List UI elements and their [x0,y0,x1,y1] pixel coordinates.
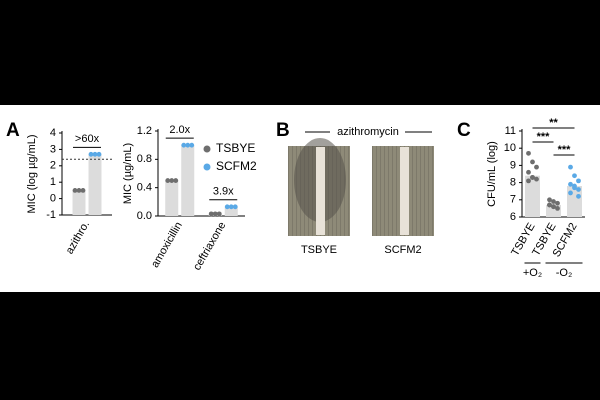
y-tick-label: 4 [50,127,56,139]
panel-label: A [6,120,20,141]
dot [185,142,191,148]
y-tick-label: 2 [50,160,56,172]
dot [228,204,234,210]
point [568,190,573,196]
point [576,193,581,199]
y-tick-label: 6 [510,211,516,223]
dot [208,211,214,217]
y-tick-label: 0 [50,193,56,205]
point [555,206,560,211]
annotation: 2.0x [169,124,190,136]
y-tick-label: 8 [510,177,516,189]
y-axis-label: MIC (log µg/mL) [26,134,38,213]
dot [212,211,218,217]
y-tick-label: 0.4 [137,182,152,194]
significance-label: *** [537,131,551,143]
point [551,199,556,204]
point [526,169,531,175]
significance-label: *** [558,144,572,156]
point [530,175,535,180]
y-tick-label: 11 [505,125,516,137]
point [534,164,539,170]
dot [216,211,222,217]
y-axis-label: CFU/mL (log) [486,141,498,207]
bar [165,180,179,216]
point [568,181,573,187]
y-tick-label: 1.2 [137,125,152,137]
dot [181,142,187,148]
panel-title: azithromycin [337,126,399,138]
point [555,200,560,206]
etest-strip [316,147,325,235]
group-label: -O₂ [556,267,573,279]
dot [88,151,94,157]
annotation: >60x [75,133,100,145]
point [572,173,577,179]
legend-marker [203,145,211,153]
dot [80,188,86,193]
group-label: +O₂ [523,267,542,279]
point [568,164,573,170]
annotation: 3.9x [213,186,234,198]
point [534,176,539,182]
legend-label: TSBYE [216,141,255,155]
dot [96,151,102,157]
panel-label: B [276,120,290,141]
bar [88,154,102,215]
point [526,178,531,184]
etest-strip [400,147,409,235]
panel-b: azithromycin TSBYE SCFM2 [288,126,434,256]
dot [92,151,98,157]
y-tick-label: 9 [510,159,516,171]
significance-label: ** [549,117,558,129]
bar [224,206,238,216]
y-tick-label: 10 [504,142,516,154]
dot [72,188,78,193]
dot [224,204,230,210]
point [576,187,581,192]
point [547,202,552,208]
point [576,178,581,184]
y-tick-label: 0.0 [137,210,152,222]
point [530,159,535,165]
y-tick-label: -1 [46,209,56,221]
y-tick-label: 3 [50,143,56,155]
dot [232,204,238,210]
y-tick-label: 0.8 [137,153,152,165]
dot [165,178,171,183]
legend-marker [203,163,211,171]
panel-label: C [457,120,471,141]
point [526,150,531,156]
dot [189,142,195,148]
bar [525,175,540,217]
plate-label: SCFM2 [384,244,421,256]
bar [181,145,195,216]
point [551,204,556,210]
legend-label: SCFM2 [216,159,257,173]
y-tick-label: 1 [50,176,56,188]
dot [76,188,82,193]
dot [169,178,175,183]
point [547,197,552,203]
point [572,183,577,189]
dot [173,178,179,183]
y-tick-label: 7 [510,194,516,206]
y-axis-label: MIC (µg/mL) [122,143,134,204]
plate-label: TSBYE [301,244,337,256]
bar [72,190,86,215]
